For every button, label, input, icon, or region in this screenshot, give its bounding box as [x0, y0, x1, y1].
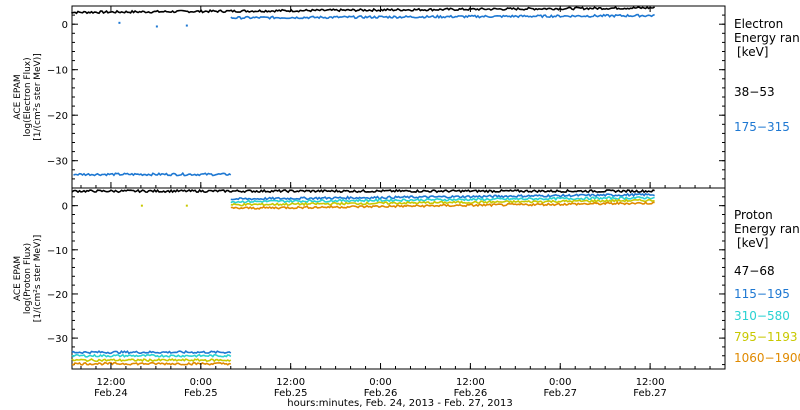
legend-item-47-68: 47−68: [734, 264, 775, 278]
y-axis-label: ACE EPAMlog(Electron Flux)[1/(cm²s ster …: [13, 53, 43, 140]
y-axis-label-line: [1/(cm²s ster MeV)]: [33, 53, 43, 140]
x-tick-time: 0:00: [549, 377, 571, 388]
data-trace: [230, 13, 655, 20]
data-point: [155, 25, 158, 28]
data-trace: [71, 361, 232, 366]
y-tick-label: −10: [47, 246, 68, 257]
data-trace: [73, 171, 232, 177]
y-tick-label: −30: [47, 334, 68, 345]
data-trace: [230, 195, 655, 204]
y-axis-label-line: [1/(cm²s ster MeV)]: [33, 235, 43, 322]
electron-panel: 0 −10 −20 −30 ACE EPAMlog(Electron Flux)[1/(…: [13, 5, 800, 189]
legend-item-1060-1900: 1060−1900: [734, 351, 800, 365]
data-trace: [230, 198, 655, 207]
x-tick-time: 0:00: [369, 377, 391, 388]
legend-title: Proton: [734, 208, 773, 222]
legend-item-175-315: 175−315: [734, 120, 790, 134]
series-47-68: [71, 188, 655, 194]
x-tick-date: Feb.25: [184, 388, 218, 399]
data-trace: [71, 358, 232, 363]
series-795-1193: [71, 198, 655, 363]
data-point: [118, 21, 121, 24]
x-tick-date: Feb.26: [364, 388, 398, 399]
legend-item-310-580: 310−580: [734, 309, 790, 323]
series-38-53: [71, 6, 656, 15]
data-point: [185, 24, 188, 27]
x-tick-time: 12:00: [276, 377, 305, 388]
y-axis-label-line: log(Proton Flux): [23, 243, 33, 314]
data-trace: [71, 188, 655, 194]
series-115-195: [71, 192, 655, 355]
x-tick-date: Feb.27: [543, 388, 577, 399]
x-tick-time: 12:00: [456, 377, 485, 388]
legend-item-795-1193: 795−1193: [734, 330, 798, 344]
data-point: [185, 204, 188, 207]
y-tick-label: −30: [47, 157, 68, 168]
data-point: [140, 204, 143, 207]
x-tick-date: Feb.26: [454, 388, 488, 399]
x-tick-date: Feb.27: [633, 388, 667, 399]
legend-units: [keV]: [737, 45, 768, 59]
legend-units: [keV]: [737, 236, 768, 250]
y-tick-label: −20: [47, 111, 68, 122]
legend-item-115-195: 115−195: [734, 287, 790, 301]
x-tick-date: Feb.24: [94, 388, 128, 399]
data-trace: [71, 353, 232, 358]
y-axis-label: ACE EPAMlog(Proton Flux)[1/(cm²s ster Me…: [13, 235, 43, 322]
y-axis-label-line: ACE EPAM: [13, 74, 23, 119]
series-175-315: [73, 13, 655, 177]
data-trace: [71, 349, 232, 355]
x-tick-date: Feb.25: [274, 388, 308, 399]
y-tick-label: 0: [62, 20, 68, 31]
y-tick-label: 0: [62, 202, 68, 213]
x-tick-time: 0:00: [190, 377, 212, 388]
time-axis: 12:00Feb.240:00Feb.2512:00Feb.250:00Feb.…: [80, 6, 726, 399]
data-trace: [230, 201, 655, 210]
data-trace: [230, 192, 655, 201]
legend-title-line: Energy ran: [734, 31, 800, 45]
y-tick-label: −20: [47, 290, 68, 301]
y-axis-label-line: ACE EPAM: [13, 256, 23, 301]
legend-title: Electron: [734, 17, 783, 31]
x-tick-time: 12:00: [97, 377, 126, 388]
x-axis-label: hours:minutes, Feb. 24, 2013 - Feb. 27, …: [287, 398, 512, 409]
legend-title-line: Energy ran: [734, 222, 800, 236]
x-tick-time: 12:00: [636, 377, 665, 388]
y-axis-label-line: log(Electron Flux): [23, 57, 33, 136]
series-310-580: [71, 195, 655, 358]
series-1060-1900: [71, 201, 655, 366]
y-tick-label: −10: [47, 66, 68, 77]
legend-item-38-53: 38−53: [734, 85, 775, 99]
data-trace: [71, 6, 656, 15]
proton-panel: 0 −10 −20 −30 ACE EPAMlog(Proton Flux)[1/(cm…: [13, 187, 800, 366]
